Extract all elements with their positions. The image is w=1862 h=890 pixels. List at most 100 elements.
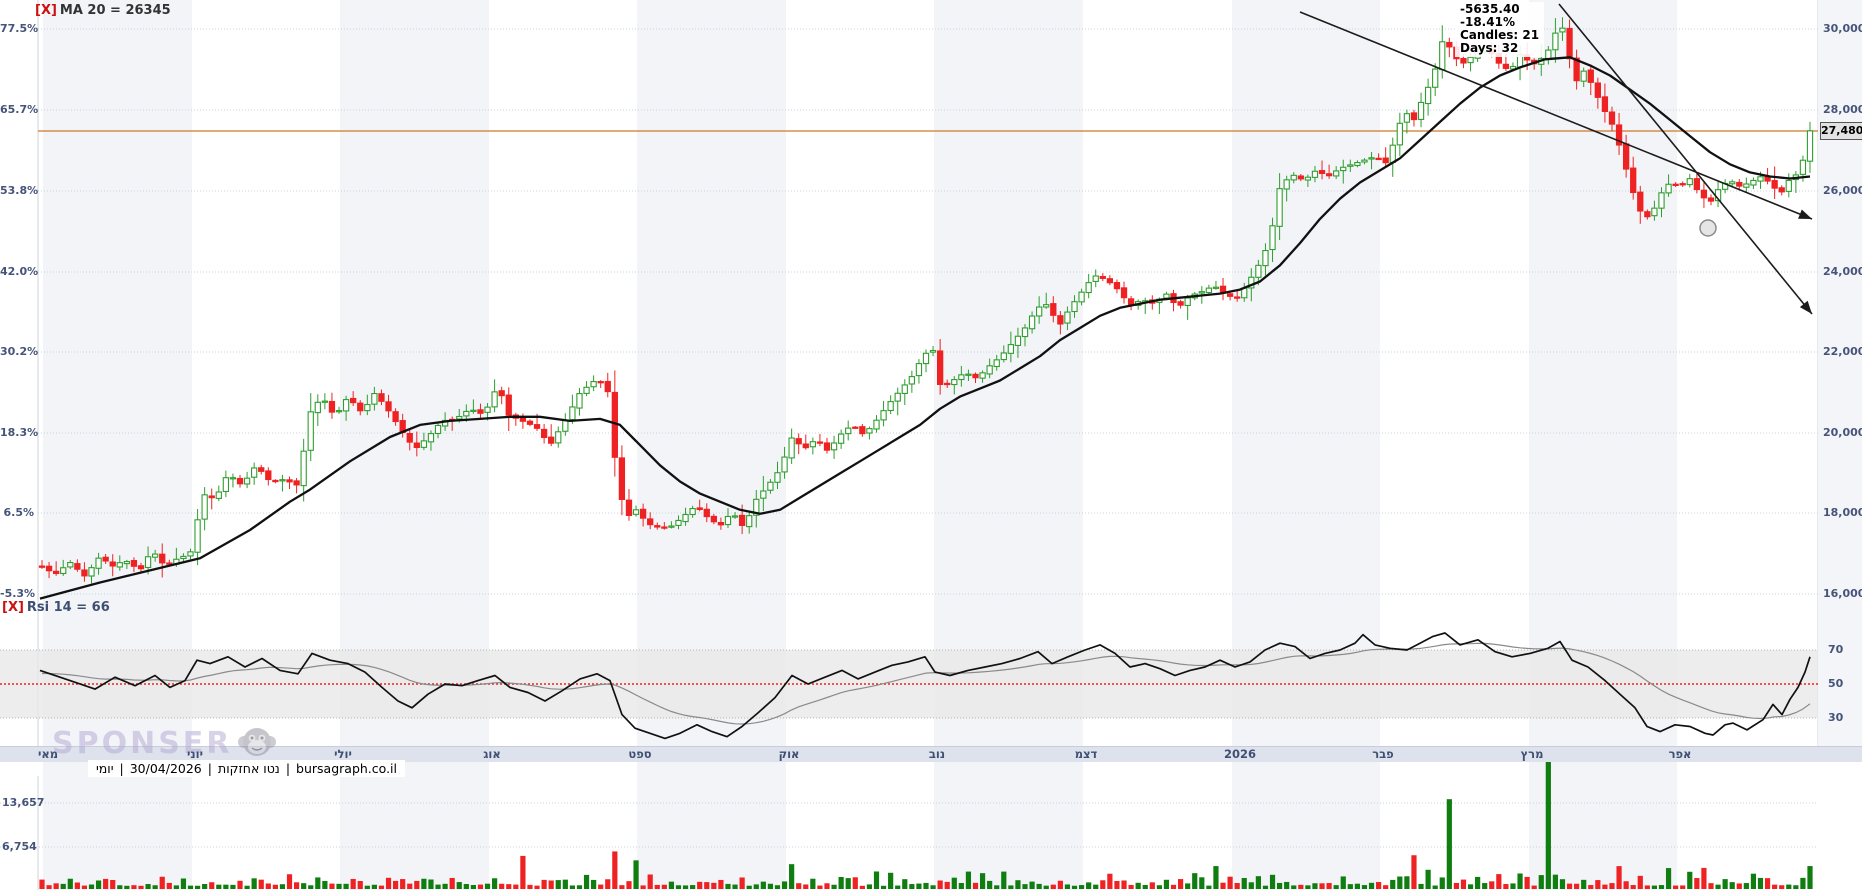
candle: [618, 457, 626, 501]
candle: [1333, 170, 1340, 177]
volume-bar: [237, 880, 243, 889]
candle: [1446, 41, 1453, 48]
candle: [1403, 113, 1411, 123]
candle: [915, 363, 923, 377]
month-axis-bar[interactable]: [0, 746, 1862, 762]
candle: [845, 427, 852, 435]
volume-bar: [180, 878, 187, 889]
trend-line: [1299, 11, 1813, 220]
volume-bar: [1326, 883, 1332, 889]
volume-bar: [1665, 868, 1672, 889]
volume-bar: [1531, 885, 1537, 889]
volume-bar: [1574, 883, 1580, 889]
volume-axis-label: 13,657: [2, 796, 45, 809]
candle: [434, 424, 442, 435]
candle: [1212, 286, 1220, 289]
candle: [1502, 63, 1510, 69]
month-label: פבר: [1372, 747, 1394, 761]
month-column-band: [43, 0, 192, 746]
candle: [682, 513, 689, 523]
volume-bar: [619, 885, 625, 889]
volume-bar: [711, 882, 717, 889]
volume-bar: [279, 884, 286, 889]
volume-bar: [1453, 882, 1459, 889]
candle: [1043, 304, 1050, 308]
candle: [130, 559, 138, 567]
month-column-band: [637, 0, 786, 746]
volume-bar: [258, 879, 264, 889]
volume-bar: [1616, 866, 1622, 889]
volume-bar: [774, 885, 781, 889]
volume-bar: [1291, 885, 1297, 889]
last-price-tag: 27,480: [1820, 122, 1862, 140]
candle: [265, 470, 272, 481]
candle: [583, 386, 590, 394]
measure-tooltip: -5635.40 -18.41% Candles: 21 Days: 32: [1455, 2, 1545, 57]
volume-bar: [46, 885, 52, 889]
volume-bar: [1524, 876, 1530, 889]
volume-bar: [1637, 875, 1643, 889]
volume-bar: [626, 881, 632, 889]
tooltip-line: Candles: 21: [1460, 28, 1540, 42]
candle: [894, 392, 901, 402]
volume-bar: [1786, 884, 1792, 889]
info-bar-part: bursagraph.co.il: [296, 761, 397, 776]
volume-bar: [393, 880, 399, 889]
volume-bar: [53, 883, 59, 889]
candle: [1630, 167, 1637, 194]
volume-bar: [1107, 873, 1113, 889]
percent-axis-label: 30.2%: [0, 345, 39, 358]
volume-bar: [1163, 879, 1170, 889]
volume-bar: [272, 884, 278, 889]
percent-axis-label: 65.7%: [0, 103, 39, 116]
volume-bar: [1750, 873, 1757, 889]
candle: [456, 415, 463, 420]
candle: [1439, 41, 1446, 71]
volume-bar: [173, 885, 179, 889]
volume-bar: [1227, 876, 1233, 889]
remove-indicator-icon[interactable]: [X]: [35, 3, 57, 18]
candle: [604, 380, 611, 393]
candle: [1432, 68, 1439, 88]
volume-bar: [1482, 883, 1488, 889]
volume-bar: [371, 884, 377, 889]
trendline-arrowhead: [1799, 300, 1812, 314]
volume-bar: [951, 877, 957, 889]
candle: [1340, 166, 1347, 172]
price-axis-label: 28,000: [1823, 103, 1862, 116]
volume-bar: [1446, 799, 1452, 889]
candle: [1099, 275, 1106, 279]
volume-bar: [428, 879, 434, 889]
volume-bar: [484, 883, 491, 889]
volume-bar: [209, 882, 215, 889]
volume-bar: [1050, 884, 1056, 889]
volume-bar: [145, 884, 151, 889]
volume-bar: [520, 855, 526, 889]
candle: [342, 399, 350, 412]
volume-bar: [244, 885, 250, 889]
candle: [1389, 144, 1396, 163]
candle: [81, 569, 88, 577]
volume-bar: [1128, 884, 1134, 889]
candle: [654, 525, 661, 528]
candle: [1014, 335, 1022, 346]
candle: [137, 565, 145, 570]
candle: [1382, 157, 1389, 164]
candle: [1778, 187, 1785, 193]
candle: [1248, 276, 1255, 289]
ma-indicator-header[interactable]: [X] MA 20 = 26345: [35, 3, 171, 18]
month-column-band: [1529, 760, 1677, 890]
month-column-band: [1232, 760, 1380, 890]
volume-bar: [1673, 885, 1679, 889]
volume-bar: [994, 885, 1000, 889]
remove-rsi-icon[interactable]: [X]: [2, 600, 24, 615]
volume-bar: [1701, 867, 1707, 889]
volume-bar: [647, 874, 653, 889]
rsi-indicator-header[interactable]: [X] Rsi 14 = 66: [2, 600, 110, 615]
candle: [689, 508, 696, 516]
volume-bar: [138, 885, 144, 889]
candle: [936, 350, 944, 386]
candle: [1693, 178, 1700, 191]
